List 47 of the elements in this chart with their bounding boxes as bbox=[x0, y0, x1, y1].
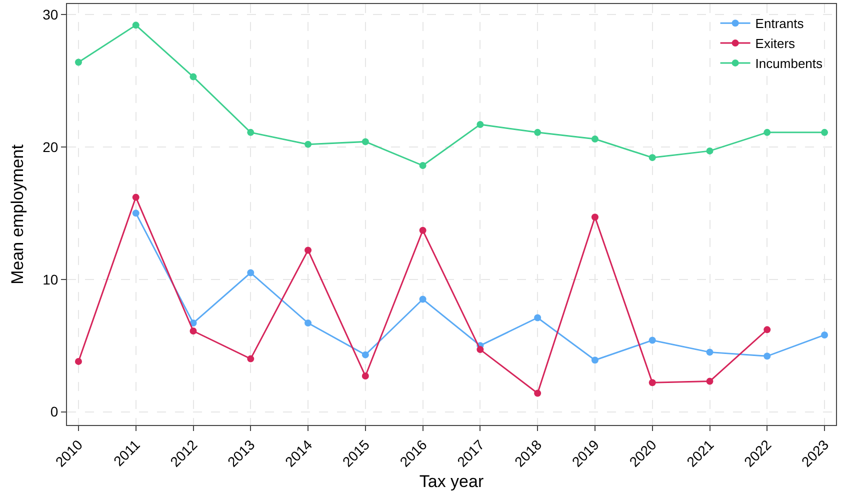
point bbox=[534, 314, 542, 322]
point bbox=[706, 378, 714, 385]
point bbox=[476, 120, 484, 128]
point bbox=[648, 379, 656, 386]
point bbox=[534, 390, 542, 397]
y-tick-label: 0 bbox=[50, 404, 58, 420]
point bbox=[591, 136, 598, 143]
y-axis-title: Mean employment bbox=[8, 144, 27, 284]
point bbox=[304, 320, 312, 327]
point bbox=[362, 138, 369, 146]
point bbox=[304, 246, 312, 254]
point bbox=[706, 348, 714, 356]
point bbox=[190, 73, 197, 80]
point bbox=[648, 154, 656, 162]
x-axis-title: Tax year bbox=[419, 472, 484, 491]
point bbox=[247, 128, 254, 136]
point bbox=[247, 269, 254, 276]
point bbox=[132, 194, 140, 201]
point bbox=[247, 355, 254, 362]
point bbox=[419, 296, 426, 303]
legend-label: Exiters bbox=[755, 36, 796, 52]
point bbox=[74, 58, 82, 66]
point bbox=[764, 128, 771, 136]
point bbox=[591, 356, 598, 364]
point bbox=[419, 162, 426, 170]
point bbox=[132, 210, 140, 217]
point bbox=[362, 372, 369, 380]
point bbox=[74, 358, 82, 365]
y-tick-label: 30 bbox=[42, 6, 58, 22]
point bbox=[362, 351, 369, 358]
point bbox=[534, 128, 542, 136]
point bbox=[591, 214, 598, 221]
point bbox=[648, 336, 656, 344]
legend-label: Incumbents bbox=[755, 56, 824, 72]
point bbox=[764, 326, 771, 334]
point bbox=[190, 328, 197, 334]
y-tick-label: 10 bbox=[42, 271, 58, 288]
point bbox=[821, 331, 828, 338]
point bbox=[304, 140, 312, 148]
point bbox=[419, 226, 426, 234]
point bbox=[706, 147, 714, 154]
y-tick-label: 20 bbox=[42, 138, 58, 155]
point bbox=[764, 352, 771, 360]
legend-label: Entrants bbox=[755, 16, 804, 32]
point bbox=[476, 346, 484, 354]
point bbox=[132, 22, 140, 29]
point bbox=[821, 128, 828, 136]
